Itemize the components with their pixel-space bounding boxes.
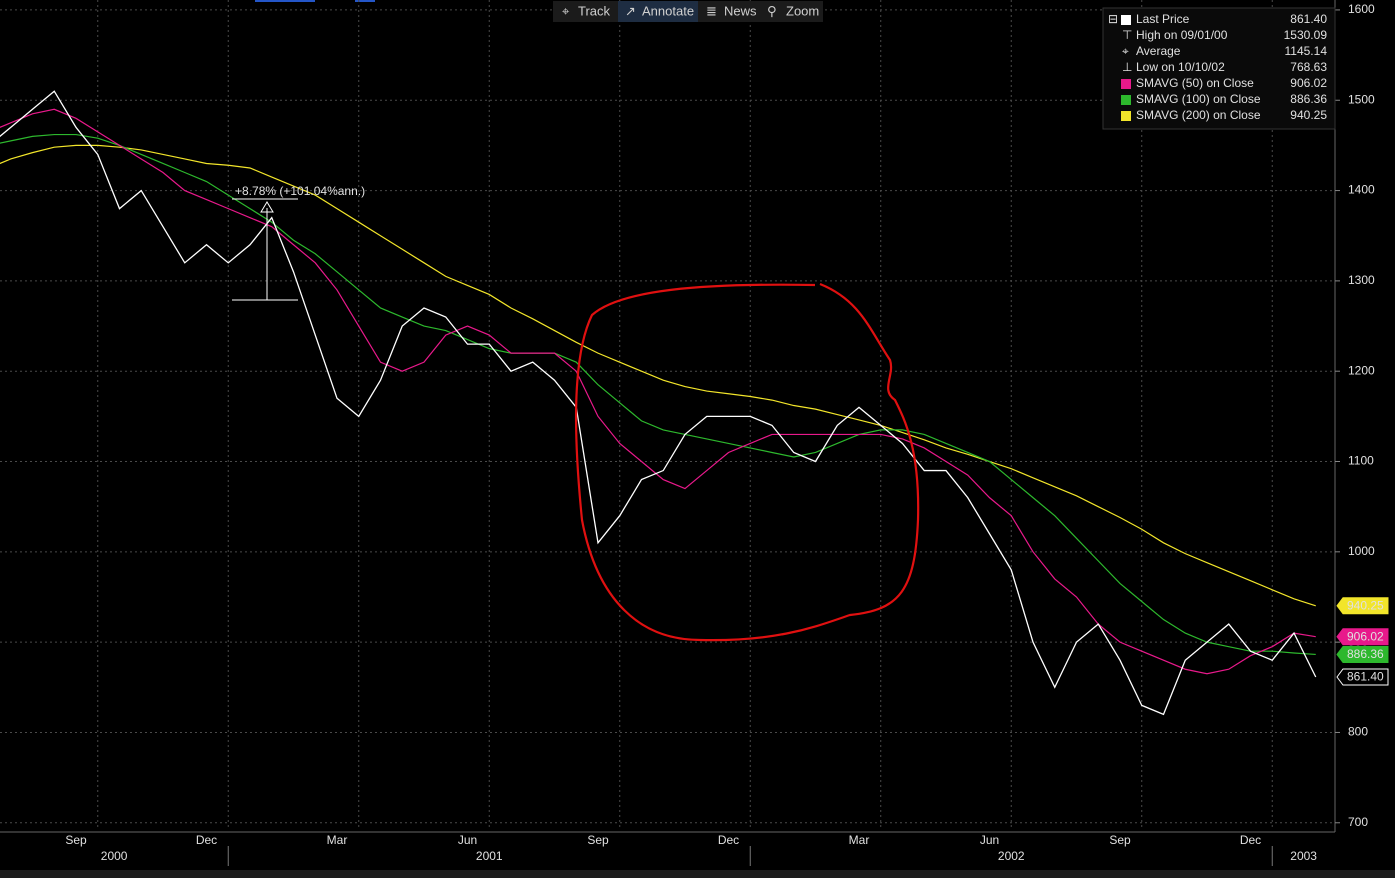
legend-icon: ⌖ [1122,44,1129,58]
price-tag [1336,628,1389,646]
icon: ↗ [625,3,636,18]
legend-swatch [1121,15,1131,25]
y-tick-label: 1600 [1348,2,1375,16]
year-label: 2003 [1290,849,1317,863]
toolbar-button[interactable]: ⌖ Track [562,3,611,18]
button-label[interactable]: Zoom [786,3,819,18]
grid: 7008009001000110012001300140015001600Sep… [0,0,1375,866]
legend-value: 886.36 [1290,92,1327,106]
y-tick-label: 1500 [1348,92,1375,106]
legend-box [1102,7,1336,130]
moving-average-line [0,133,1316,656]
button-label[interactable]: News [724,3,757,18]
x-tick-label: Sep [587,833,609,847]
x-tick-label: Dec [718,833,739,847]
icon: ⌖ [562,3,570,18]
price-tag-label: 886.36 [1347,647,1384,661]
x-tick-label: Dec [196,833,217,847]
price-tag [1336,668,1389,686]
y-tick-label: 1000 [1348,544,1375,558]
moving-average-line [0,144,1316,607]
legend-swatch [1121,111,1131,121]
bottom-strip [0,870,1395,878]
x-tick-label: Sep [65,833,87,847]
button-label[interactable]: Track [578,3,611,18]
y-tick-label: 800 [1348,725,1368,739]
legend-label: SMAVG (100) on Close [1136,92,1261,106]
legend-label: Last Price [1136,12,1190,26]
legend-icon: ⊤ [1122,28,1132,42]
legend-value: 1530.09 [1284,28,1328,42]
tab-indicator [355,0,375,2]
toolbar: ⌖ Track ↗ Annotate ≣ News ⚲ Zoom [553,1,823,22]
price-tag [1336,597,1389,615]
price-tag-label: 940.25 [1347,598,1384,612]
toolbar-button[interactable]: ≣ News [706,3,757,18]
year-label: 2000 [101,849,128,863]
toolbar-button[interactable]: ⚲ Zoom [767,3,819,18]
y-tick-label: 1100 [1348,454,1374,468]
hand-drawn-circle [574,282,920,642]
price-line [0,90,1317,716]
y-tick-label: 1400 [1348,183,1375,197]
y-tick-label: 700 [1348,815,1368,829]
annotation-marker [260,201,274,213]
price-tag-label: 861.40 [1347,670,1384,684]
legend-swatch [1121,79,1131,89]
year-label: 2002 [998,849,1025,863]
x-tick-label: Jun [458,833,477,847]
year-label: 2001 [476,849,503,863]
price-tags: 861.40 906.02 886.36 940.25 [1336,597,1389,686]
legend-value: 1145.14 [1285,44,1328,58]
x-tick-label: Sep [1109,833,1131,847]
annotation-text: +8.78% (+101.04%ann.) [235,184,365,198]
price-tag-label: 906.02 [1347,629,1384,643]
x-tick-label: Jun [980,833,999,847]
legend-label: High on 09/01/00 [1136,28,1228,42]
button-label[interactable]: Annotate [642,3,694,18]
legend-value: 768.63 [1290,60,1327,74]
x-tick-label: Dec [1240,833,1261,847]
icon: ⚲ [767,3,777,18]
legend-value: 906.02 [1290,76,1327,90]
toolbar-button[interactable]: ↗ Annotate [625,3,694,18]
legend-label: Low on 10/10/02 [1136,60,1225,74]
icon: ≣ [706,3,717,18]
legend-label: SMAVG (200) on Close [1136,108,1261,122]
plot [0,90,1317,716]
legend-value: 861.40 [1290,12,1327,26]
moving-average-line [0,108,1316,675]
y-tick-label: 1200 [1348,363,1375,377]
annotation: +8.78% (+101.04%ann.) [232,184,365,301]
toolbar-active [618,1,698,22]
y-tick-label: 1300 [1348,273,1375,287]
x-tick-label: Mar [849,833,870,847]
legend-swatch [1121,95,1131,105]
legend-label: Average [1136,44,1181,58]
legend: Last Price 861.40 ⊤ High on 09/01/00 1530.09… [1102,7,1336,130]
price-tag [1336,645,1389,663]
legend-icon: ⊥ [1122,60,1132,74]
legend-toggle: ⊟ [1108,12,1118,26]
legend-label: SMAVG (50) on Close [1136,76,1254,90]
tab-indicator [255,0,315,2]
legend-value: 940.25 [1290,108,1327,122]
x-tick-label: Mar [327,833,348,847]
